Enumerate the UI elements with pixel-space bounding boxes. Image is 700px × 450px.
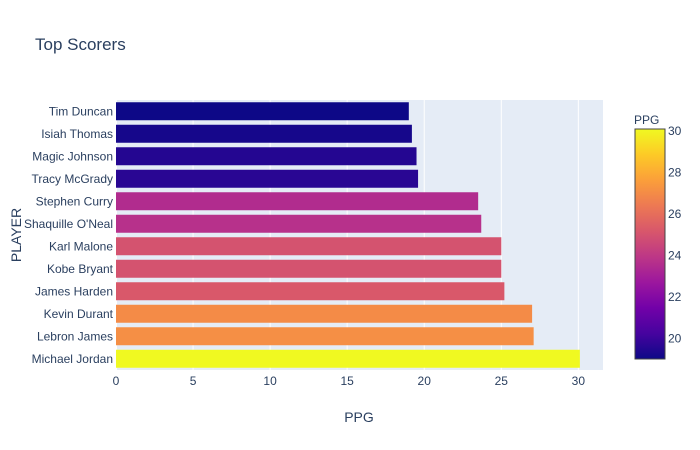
colorbar-tick-label: 28 [668,166,682,180]
bar [116,147,417,166]
bar [116,282,505,301]
y-tick-label: Kevin Durant [44,307,114,321]
y-tick-label: Kobe Bryant [47,262,114,276]
gridlines [115,100,579,370]
y-tick-label: Isiah Thomas [41,127,113,141]
bar [116,102,409,121]
bar [116,349,580,368]
bar [116,259,502,278]
y-tick-label: Magic Johnson [32,149,113,163]
colorbar-tick-label: 20 [668,331,682,345]
colorbar-title: PPG [634,113,659,127]
x-tick-label: 15 [340,374,354,388]
x-tick-labels: 0 5 10 15 20 25 30 [113,374,586,388]
colorbar-tick-label: 26 [668,207,682,221]
plot-area [116,100,603,370]
x-tick-label: 30 [572,374,586,388]
colorbar-tick-label: 30 [668,124,682,138]
y-tick-label: Tracy McGrady [31,172,113,186]
x-tick-label: 25 [495,374,509,388]
x-axis-title: PPG [344,409,374,425]
y-axis-title: PLAYER [8,208,24,262]
y-tick-label: Stephen Curry [36,194,113,208]
y-tick-label: Karl Malone [49,239,113,253]
x-tick-label: 20 [418,374,432,388]
y-tick-label: Michael Jordan [32,352,113,366]
x-tick-label: 10 [263,374,277,388]
x-tick-label: 5 [190,374,197,388]
bars [116,102,580,368]
chart-title: Top Scorers [35,35,126,54]
y-tick-label: James Harden [35,284,113,298]
bar [116,304,533,323]
colorbar-ticks: 20 22 24 26 28 30 [668,124,682,345]
y-tick-label: Tim Duncan [49,104,113,118]
colorbar-gradient [634,128,666,360]
bar [116,124,412,143]
colorbar: PPG 20 22 24 26 28 30 [634,113,682,360]
bar [116,169,419,188]
colorbar-tick-label: 24 [668,248,682,262]
y-tick-label: Lebron James [37,329,113,343]
x-tick-label: 0 [113,374,120,388]
colorbar-tick-label: 22 [668,290,682,304]
bar [116,192,479,211]
bar [116,237,502,256]
bar [116,327,534,346]
bar [116,214,482,233]
y-tick-labels: Tim Duncan Isiah Thomas Magic Johnson Tracy… [24,104,114,366]
y-tick-label: Shaquille O'Neal [24,217,113,231]
